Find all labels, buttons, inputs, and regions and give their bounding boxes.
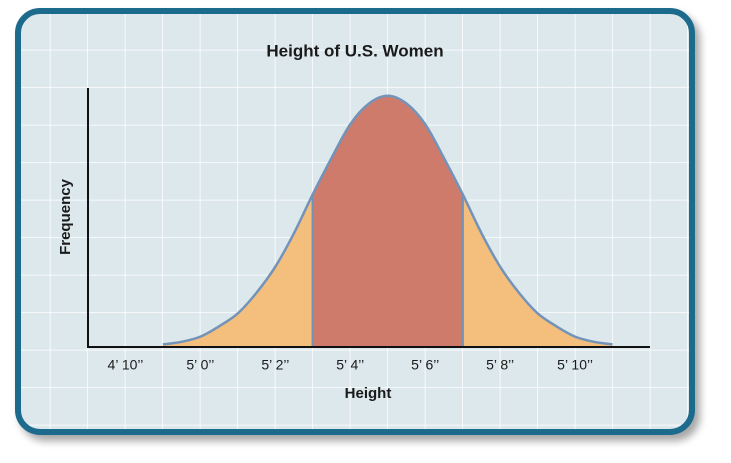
x-tick-label: 4’ 10’’ [108, 357, 144, 373]
x-tick-label: 5’ 6’’ [411, 357, 439, 373]
plot-area: 4’ 10’’ 5’ 0’’ 5’ 2’’ 5’ 4’’ 5’ 6’’ 5’ 8’’ 5’ … [87, 88, 650, 373]
x-tick-label: 5’ 2’’ [261, 357, 289, 373]
highlight-area [312, 95, 463, 347]
curve-line [162, 94, 613, 346]
y-axis-title: Frequency [57, 178, 74, 255]
x-tick-label: 5’ 4’’ [336, 357, 364, 373]
x-tick-label: 5’ 8’’ [486, 357, 514, 373]
x-tick-label: 5’ 10’’ [557, 357, 593, 373]
x-tick-label: 5’ 0’’ [186, 357, 214, 373]
x-axis-title: Height [345, 385, 392, 402]
chart-title: Height of U.S. Women [266, 41, 443, 60]
